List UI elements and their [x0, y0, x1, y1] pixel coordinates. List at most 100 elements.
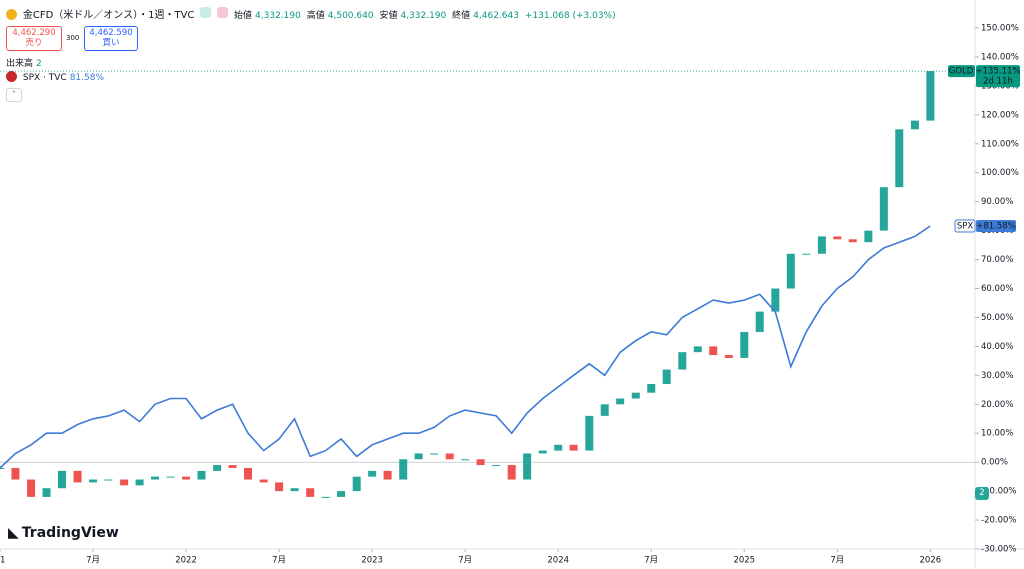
value-tag: [976, 65, 1020, 88]
symbol-header: 金CFD（米ドル／オンス）・1週・TVC 始値 4,332.190 高値 4,500…: [6, 6, 619, 21]
candle: [383, 470, 392, 480]
candle: [926, 71, 935, 121]
candle: [120, 479, 129, 486]
candle: [135, 479, 144, 486]
ohlc-value: 4,332.190: [255, 11, 301, 21]
candle: [476, 459, 485, 466]
candle: [352, 476, 361, 492]
candle: [0, 467, 4, 469]
ohlc-change: +131.068 (+3.03%): [524, 11, 616, 21]
sell-label: 売り: [25, 38, 43, 48]
candle: [430, 453, 439, 455]
candle: [724, 355, 733, 358]
y-tick-label: -10.00%: [981, 487, 1016, 497]
candle: [755, 311, 764, 332]
spread: 300: [66, 34, 80, 42]
ohlc-label: 始値: [234, 11, 253, 21]
ohlc-label: 高値: [306, 11, 325, 21]
y-tick-label: 120.00%: [981, 110, 1019, 120]
value-tag-label: +135.11%: [976, 67, 1021, 77]
candle: [445, 453, 454, 460]
y-tick-label: 110.00%: [981, 139, 1019, 149]
candle: [631, 392, 640, 399]
candle: [306, 488, 315, 497]
x-tick-label: 7月: [458, 556, 472, 566]
series-line: [0, 225, 931, 469]
candle: [848, 239, 857, 243]
candle: [554, 444, 563, 451]
volume-label: 出来高: [6, 59, 34, 69]
candle: [585, 415, 594, 451]
candle: [259, 479, 268, 483]
y-tick-label: 140.00%: [981, 52, 1019, 62]
candle: [709, 346, 718, 356]
y-tick-label: 90.00%: [981, 197, 1013, 207]
y-tick-label: 70.00%: [981, 255, 1013, 265]
candle: [740, 331, 749, 358]
x-tick-label: 7月: [644, 556, 658, 566]
volume-value: 2: [36, 59, 42, 69]
candle: [244, 467, 253, 480]
y-tick-label: -30.00%: [981, 545, 1016, 555]
candle: [600, 404, 609, 416]
candle: [492, 465, 501, 467]
y-tick-label: 60.00%: [981, 284, 1013, 294]
symbol-name[interactable]: 金CFD（米ドル／オンス）・1週・TVC: [22, 10, 195, 21]
logo-text: TradingView: [21, 525, 119, 541]
x-tick-label: 21: [0, 556, 5, 566]
candle: [89, 479, 98, 483]
candle: [879, 187, 888, 231]
candle: [802, 253, 811, 255]
candle: [321, 496, 330, 498]
candle: [538, 450, 547, 454]
candle: [42, 488, 51, 497]
candle: [647, 384, 656, 393]
buy-button[interactable]: 4,462.590 買い: [84, 26, 138, 51]
x-tick-label: 7月: [272, 556, 286, 566]
y-tick-label: 10.00%: [981, 429, 1013, 439]
candle: [73, 470, 82, 483]
compare-name[interactable]: SPX · TVC: [22, 73, 67, 83]
volume-tag: 2: [975, 487, 989, 500]
candle: [414, 453, 423, 460]
sell-button[interactable]: 4,462.290 売り: [6, 26, 62, 51]
collapse-button[interactable]: ˄: [6, 88, 22, 102]
sell-price: 4,462.290: [12, 28, 56, 38]
ohlc-value: 4,500.640: [327, 11, 374, 21]
y-tick-label: 0.00%: [981, 458, 1008, 468]
candle: [616, 398, 625, 405]
ohlc-label: 終値: [452, 11, 471, 21]
series-tag: [948, 65, 975, 78]
candle: [569, 444, 578, 451]
status-dot: [200, 7, 212, 18]
ohlc-value: 4,462.643: [473, 11, 519, 21]
candle: [693, 346, 702, 353]
x-tick-label: 2024: [547, 556, 569, 566]
logo: ◣ TradingView: [8, 525, 122, 541]
y-tick-label: 50.00%: [981, 313, 1013, 323]
buy-price: 4,462.590: [89, 28, 133, 38]
candle: [57, 470, 66, 489]
candle: [786, 253, 795, 289]
volume-legend: 出来高 2: [6, 56, 45, 69]
y-tick-label: 30.00%: [981, 371, 1013, 381]
candle: [833, 236, 842, 240]
candle: [368, 470, 377, 477]
value-tag: [976, 220, 1016, 233]
candle: [166, 476, 175, 478]
candle: [864, 230, 873, 243]
candle: [399, 459, 408, 480]
candle: [11, 467, 20, 480]
compare-icon: [6, 71, 17, 82]
status-dot: [217, 7, 229, 18]
candle: [337, 491, 346, 497]
y-tick-label: -20.00%: [981, 516, 1016, 526]
x-tick-label: 2023: [361, 556, 383, 566]
x-tick-label: 2025: [733, 556, 755, 566]
logo-mark: ◣: [8, 525, 19, 541]
ohlc-value: 4,332.190: [400, 11, 447, 21]
candle: [678, 352, 687, 370]
compare-value: 81.58%: [69, 73, 105, 83]
series-tag-name: SPX: [957, 222, 974, 232]
